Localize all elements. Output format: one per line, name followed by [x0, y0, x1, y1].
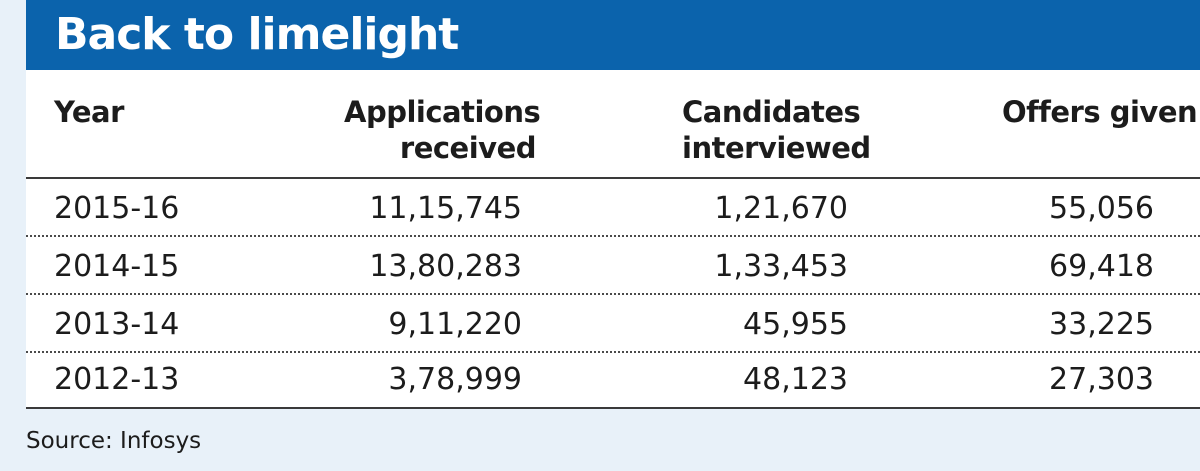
cell-offers: 27,303	[1049, 362, 1154, 397]
title-banner-fill	[26, 0, 1200, 70]
cell-applications: 9,11,220	[388, 307, 522, 342]
cell-year: 2015-16	[54, 191, 180, 226]
row-divider	[26, 351, 1200, 353]
table-row: 2013-14 9,11,220 45,955 33,225	[26, 295, 1200, 353]
cell-offers: 69,418	[1049, 249, 1154, 284]
source-note: Source: Infosys	[26, 428, 202, 454]
cell-offers: 55,056	[1049, 191, 1154, 226]
data-table: Year Applications received Candidates in…	[26, 70, 1200, 409]
column-header-year-line-1: Year	[54, 95, 124, 129]
cell-offers: 33,225	[1049, 307, 1154, 342]
cell-candidates: 45,955	[743, 307, 848, 342]
column-header-candidates-line-1: Candidates	[682, 95, 861, 129]
column-header-year: Year	[54, 94, 124, 130]
cell-candidates: 1,21,670	[714, 191, 848, 226]
cell-applications: 13,80,283	[369, 249, 522, 284]
title-banner: Back to limelight	[0, 0, 1200, 70]
table-row: 2012-13 3,78,999 48,123 27,303	[26, 350, 1200, 408]
row-divider	[26, 293, 1200, 295]
chart-title: Back to limelight	[55, 9, 459, 60]
table-row: 2014-15 13,80,283 1,33,453 69,418	[26, 237, 1200, 295]
table-row: 2015-16 11,15,745 1,21,670 55,056	[26, 179, 1200, 237]
cell-applications: 3,78,999	[388, 362, 522, 397]
column-header-offers-line-1: Offers given	[1002, 95, 1198, 129]
column-header-offers: Offers given	[1002, 94, 1198, 130]
row-divider	[26, 235, 1200, 237]
header-rule	[26, 177, 1200, 179]
column-header-candidates: Candidates interviewed	[682, 94, 871, 166]
column-header-applications: Applications received	[344, 94, 541, 166]
cell-applications: 11,15,745	[369, 191, 522, 226]
cell-candidates: 1,33,453	[714, 249, 848, 284]
column-header-candidates-line-2: interviewed	[682, 131, 871, 165]
cell-year: 2014-15	[54, 249, 180, 284]
column-header-applications-line-2: received	[399, 131, 537, 165]
cell-candidates: 48,123	[743, 362, 848, 397]
column-header-applications-line-1: Applications	[344, 95, 541, 129]
cell-year: 2012-13	[54, 362, 180, 397]
cell-year: 2013-14	[54, 307, 180, 342]
table-bottom-rule	[26, 407, 1200, 409]
